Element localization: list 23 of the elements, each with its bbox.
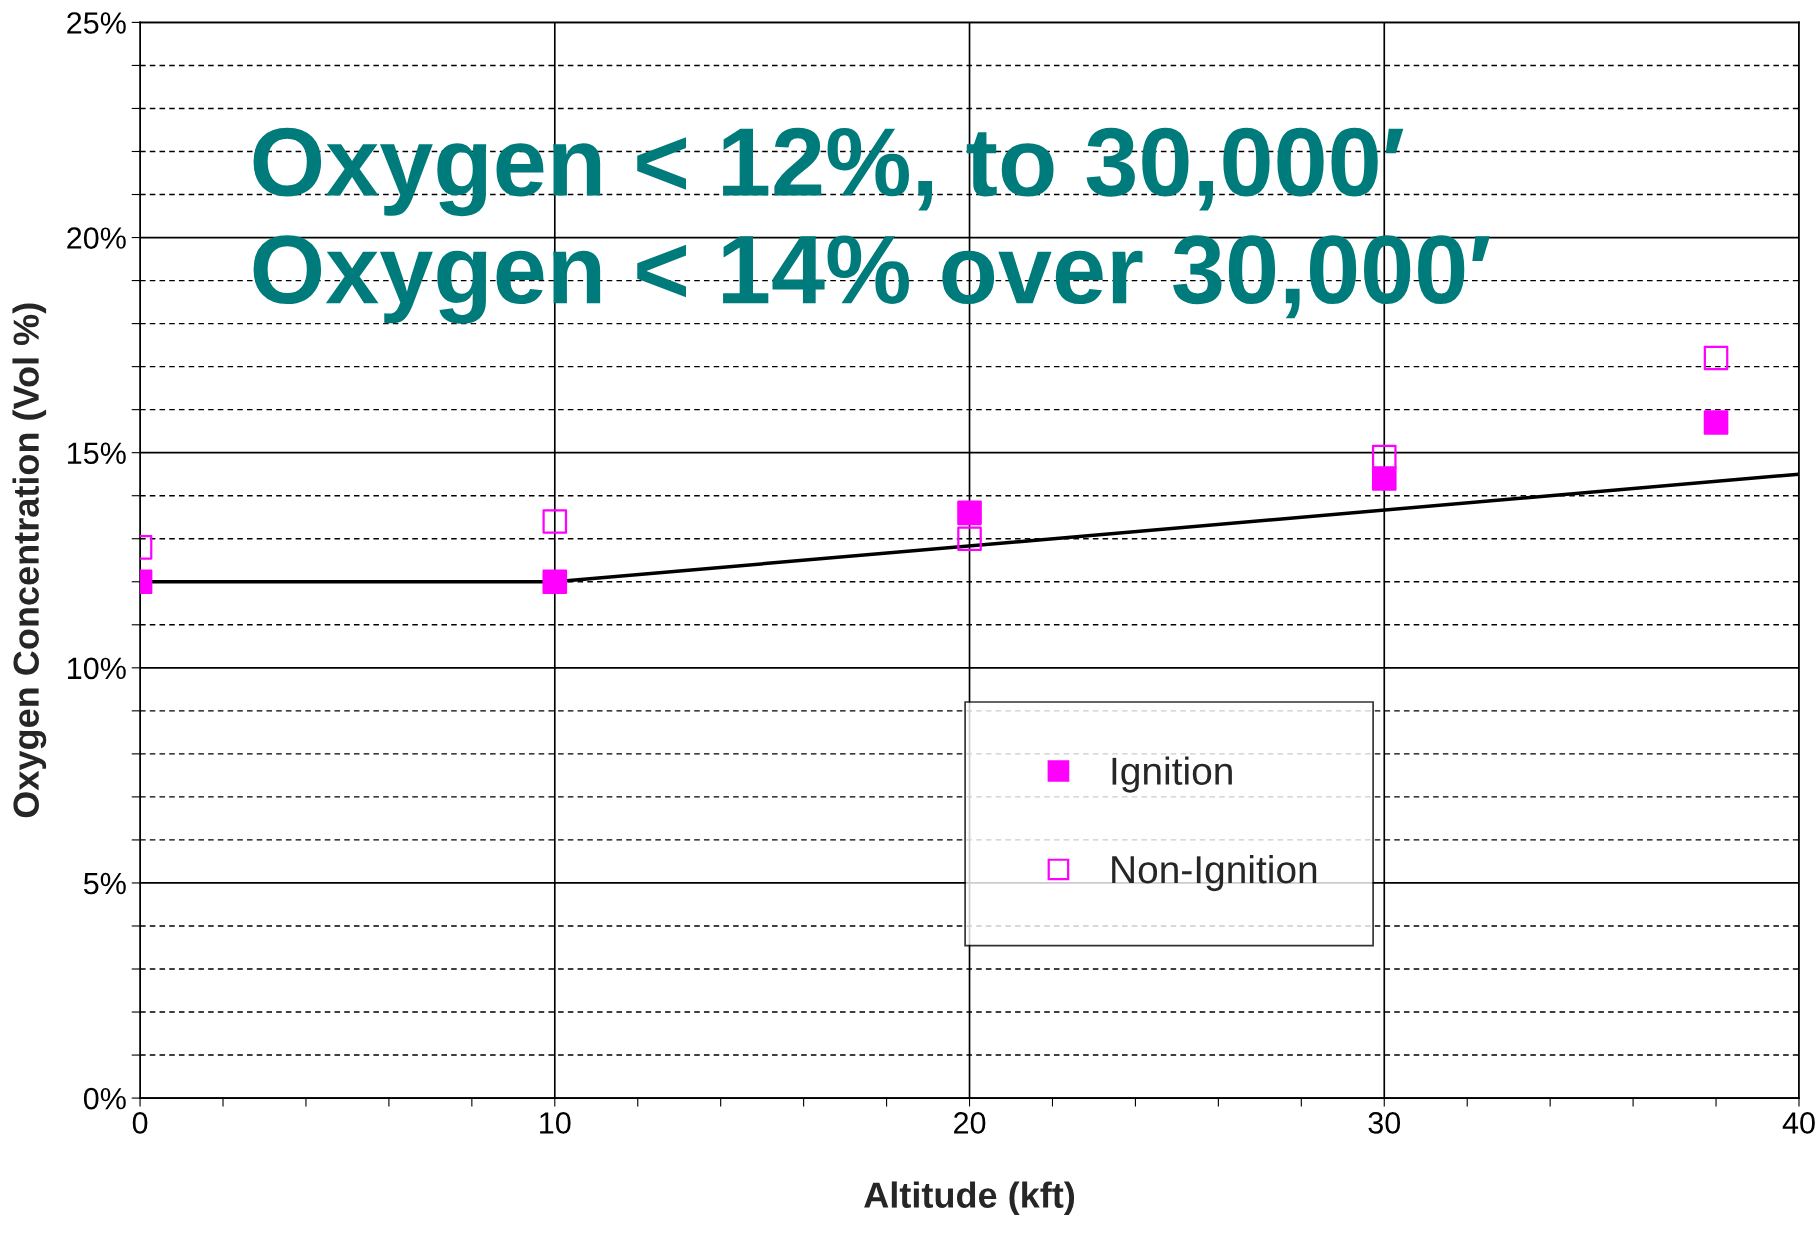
- point: [542, 509, 568, 534]
- y-tick-label: 5%: [83, 872, 126, 895]
- x-tick-label: 40: [1782, 1112, 1815, 1134]
- point: [1371, 444, 1397, 470]
- x-tick-label: 0: [132, 1112, 148, 1134]
- x-tick-label: 10: [540, 1112, 571, 1134]
- y-tick-label: 20%: [67, 227, 126, 249]
- x-tick-label: 30: [1368, 1112, 1401, 1134]
- x-tick-label: 20: [954, 1112, 986, 1134]
- y-tick-label: 15%: [68, 442, 126, 465]
- point: [1703, 410, 1729, 435]
- y-tick-label: 10%: [68, 657, 126, 680]
- x-axis-title: Altitude (kft): [864, 1181, 1075, 1216]
- point: [542, 569, 568, 595]
- y-tick-label: 0%: [83, 1087, 126, 1110]
- point: [1703, 345, 1729, 371]
- point: [957, 526, 982, 552]
- point: [957, 500, 982, 526]
- point: [1371, 466, 1397, 491]
- y-axis-title: Oxygen Concentration (Vol %): [12, 303, 47, 818]
- legend-label: Non-Ignition: [1112, 854, 1317, 892]
- y-tick-label: 25%: [67, 12, 126, 34]
- legend-label: Ignition: [1112, 756, 1232, 793]
